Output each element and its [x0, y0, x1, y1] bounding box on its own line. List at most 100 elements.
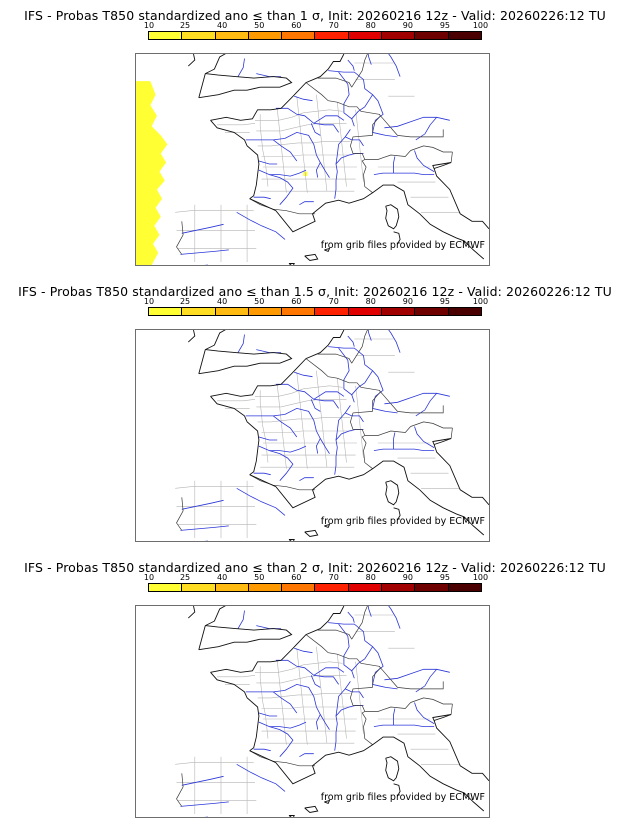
river-line [384, 392, 450, 405]
river-line [347, 335, 355, 347]
country-border [361, 435, 373, 469]
river-line [299, 201, 314, 206]
colorbar-swatch [382, 308, 416, 315]
river-line [335, 681, 351, 717]
river-line [275, 107, 339, 133]
ecmwf-credit: from grib files provided by ECMWF [320, 240, 485, 251]
colorbar-swatch [282, 584, 316, 591]
colorbar-tick-label: 25 [179, 21, 191, 30]
coastline [187, 330, 196, 343]
admin-boundary [276, 384, 287, 469]
coastline [210, 672, 260, 752]
map-panel-3: IFS - Probas T850 standardized ano ≤ tha… [0, 552, 630, 828]
river-line [335, 405, 351, 441]
river-line [236, 211, 286, 240]
country-border [378, 390, 444, 414]
river-line [181, 775, 224, 786]
coastline [432, 438, 452, 445]
colorbar-swatch [348, 308, 383, 315]
coastline [393, 231, 401, 245]
colorbar-swatch [182, 308, 216, 315]
admin-boundary [296, 648, 308, 745]
admin-boundary [256, 676, 308, 684]
colorbar-swatch [348, 32, 383, 39]
map-vector-layer [175, 606, 489, 817]
country-border [364, 426, 411, 436]
country-border [176, 221, 184, 255]
coastline [198, 73, 206, 98]
admin-boundary [355, 385, 364, 459]
colorbar-tick-label: 90 [402, 297, 413, 306]
map-canvas-3[interactable]: from grib files provided by ECMWF ©2026 … [135, 605, 490, 818]
coastline [433, 438, 489, 506]
colorbar-swatches [148, 583, 482, 592]
admin-boundary [337, 378, 347, 463]
river-line [367, 330, 372, 341]
admin-boundary [217, 675, 256, 678]
admin-boundary [303, 661, 343, 666]
shaded-probability-area [136, 81, 168, 265]
map-canvas-1[interactable]: from grib files provided by ECMWF ©2026 … [135, 53, 490, 266]
river-line [299, 477, 314, 482]
colorbar-tick-label: 95 [439, 21, 451, 30]
admin-boundary [311, 417, 351, 420]
colorbar-tick-label: 100 [472, 297, 489, 306]
river-line [373, 448, 435, 451]
colorbar-tick-label: 40 [217, 573, 228, 582]
river-line [245, 683, 330, 730]
coastline [393, 507, 401, 521]
admin-boundary [276, 660, 287, 745]
country-border [317, 353, 353, 364]
country-border [350, 135, 373, 160]
coastline [210, 120, 260, 200]
coastline [210, 330, 345, 397]
colorbar-swatches [148, 307, 482, 316]
coastline [198, 625, 293, 651]
river-line [275, 659, 339, 685]
country-border [249, 474, 316, 491]
admin-boundary [261, 706, 316, 709]
river-line [367, 606, 372, 617]
coastline [304, 253, 319, 261]
river-line [335, 129, 351, 165]
river-line [393, 432, 396, 450]
admin-boundary [175, 486, 254, 489]
river-line [258, 721, 294, 757]
coastline [324, 523, 331, 528]
coastline [249, 736, 485, 812]
colorbar-tick-label: 70 [328, 21, 339, 30]
colorbar-swatch [215, 32, 249, 39]
river-line [345, 412, 364, 423]
ecmwf-credit: from grib files provided by ECMWF [320, 792, 485, 803]
admin-boundary [217, 123, 256, 126]
admin-boundary [316, 646, 328, 744]
colorbar-tick-label: 50 [254, 297, 265, 306]
country-border [450, 151, 453, 163]
admin-boundary [303, 385, 343, 390]
river-line [269, 169, 307, 177]
river-line [347, 59, 355, 71]
coastline [198, 349, 206, 374]
river-line [315, 714, 321, 730]
river-line [294, 95, 313, 102]
river-line [373, 724, 435, 727]
colorbar-swatch [182, 584, 216, 591]
river-line [237, 610, 245, 629]
river-line [181, 223, 224, 234]
country-border [372, 666, 381, 688]
river-line [414, 150, 435, 172]
colorbar-tick-label: 90 [402, 573, 413, 582]
admin-boundary [175, 210, 254, 213]
coastline [432, 714, 452, 721]
river-line [334, 705, 364, 751]
river-line [415, 117, 438, 141]
country-border [372, 114, 381, 136]
coastline [304, 529, 319, 537]
admin-boundary [337, 654, 347, 739]
country-border [317, 629, 353, 640]
admin-boundary [355, 109, 364, 183]
river-line [315, 438, 321, 454]
map-canvas-2[interactable]: from grib files provided by ECMWF ©2026 … [135, 329, 490, 542]
colorbar-tick-label: 70 [328, 573, 339, 582]
ecmwf-credit: from grib files provided by ECMWF [320, 516, 485, 527]
